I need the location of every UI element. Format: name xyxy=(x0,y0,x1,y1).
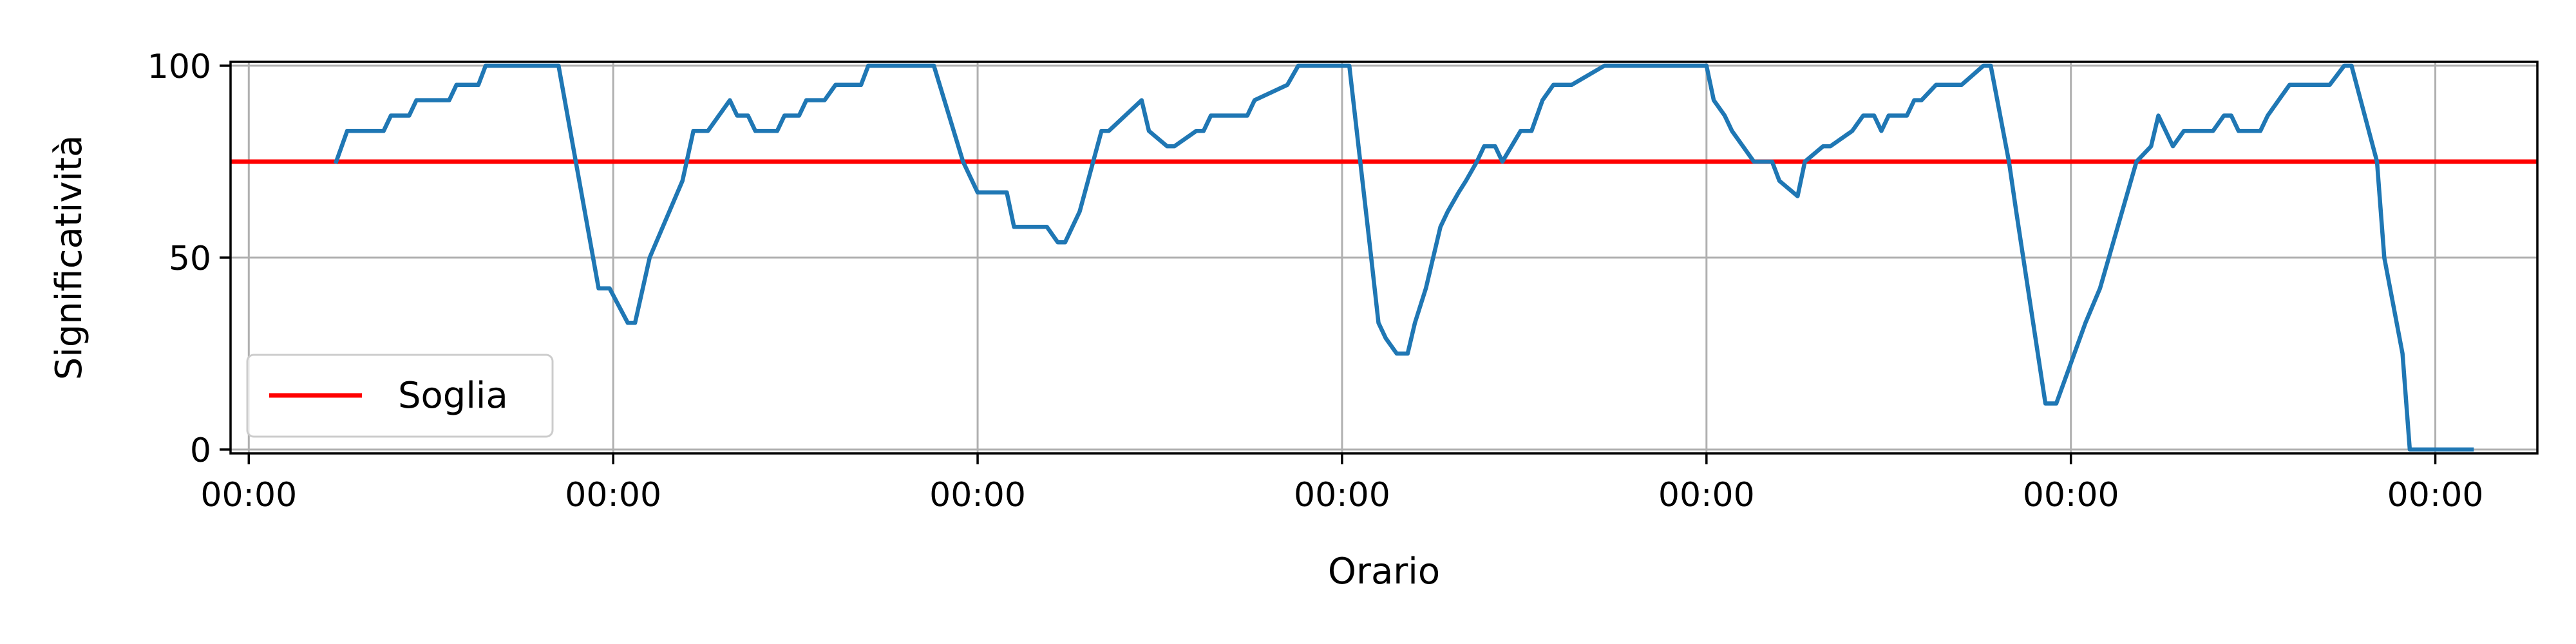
y-tick-label: 0 xyxy=(190,431,211,470)
x-axis-label: Orario xyxy=(1328,551,1440,592)
y-tick-label: 100 xyxy=(147,48,211,86)
legend-label-threshold: Soglia xyxy=(398,375,508,417)
x-tick-label: 00:00 xyxy=(2023,476,2119,515)
legend: Soglia xyxy=(247,355,553,437)
axis-ticks: 00:00 00:00 00:00 00:00 00:00 00:00 00:00 0 50 10… xyxy=(147,48,2484,515)
x-tick-label: 00:00 xyxy=(565,476,661,515)
x-tick-label: 00:00 xyxy=(1294,476,1390,515)
y-tick-label: 50 xyxy=(169,240,211,278)
x-tick-label: 00:00 xyxy=(1658,476,1755,515)
x-tick-label: 00:00 xyxy=(200,476,297,515)
grid-lines xyxy=(231,62,2537,453)
x-tick-label: 00:00 xyxy=(929,476,1026,515)
y-axis-label: Significatività xyxy=(48,135,90,381)
x-tick-label: 00:00 xyxy=(2387,476,2484,515)
